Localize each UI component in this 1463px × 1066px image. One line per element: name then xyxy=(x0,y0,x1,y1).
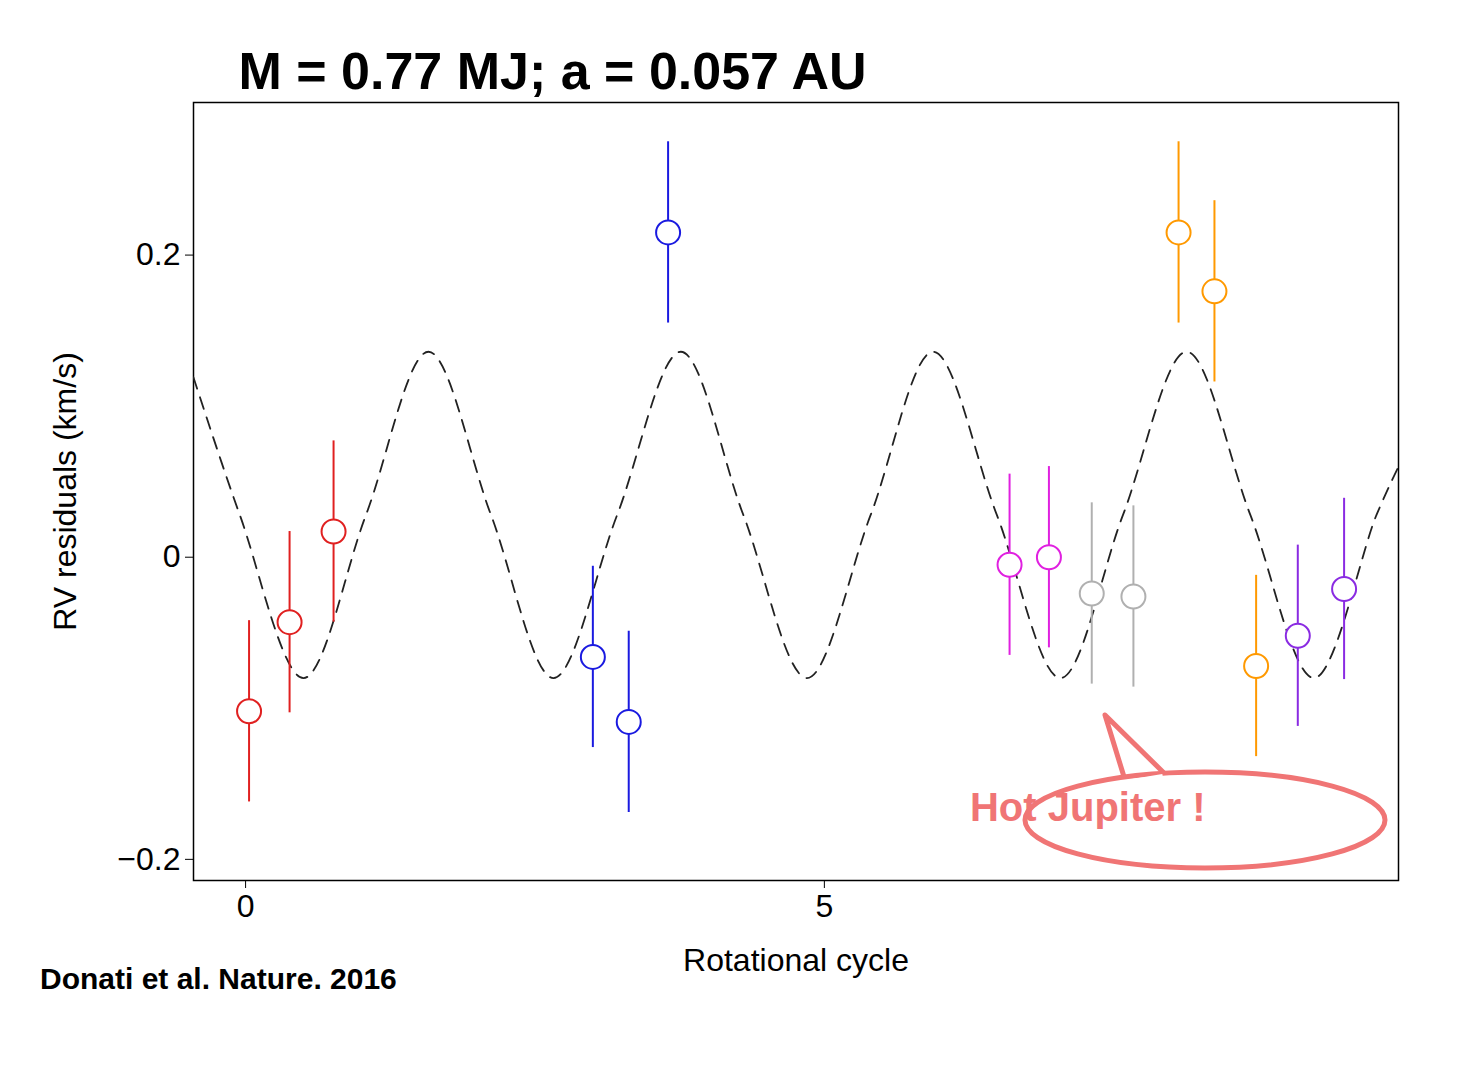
svg-text:M = 0.77 MJ; a = 0.057 AU: M = 0.77 MJ; a = 0.057 AU xyxy=(239,42,867,100)
html-text:Donati et al. Nature. 2016: Donati et al. Nature. 2016 xyxy=(40,962,397,995)
svg-text:RV residuals (km/s): RV residuals (km/s) xyxy=(47,352,83,631)
svg-text:0: 0 xyxy=(237,888,255,924)
svg-text:0: 0 xyxy=(163,538,181,574)
svg-text:Hot Jupiter !: Hot Jupiter ! xyxy=(970,785,1206,829)
svg-text:0.2: 0.2 xyxy=(136,236,180,272)
svg-text:Rotational cycle: Rotational cycle xyxy=(683,942,909,978)
svg-text:5: 5 xyxy=(815,888,833,924)
svg-text:−0.2: −0.2 xyxy=(117,841,180,877)
